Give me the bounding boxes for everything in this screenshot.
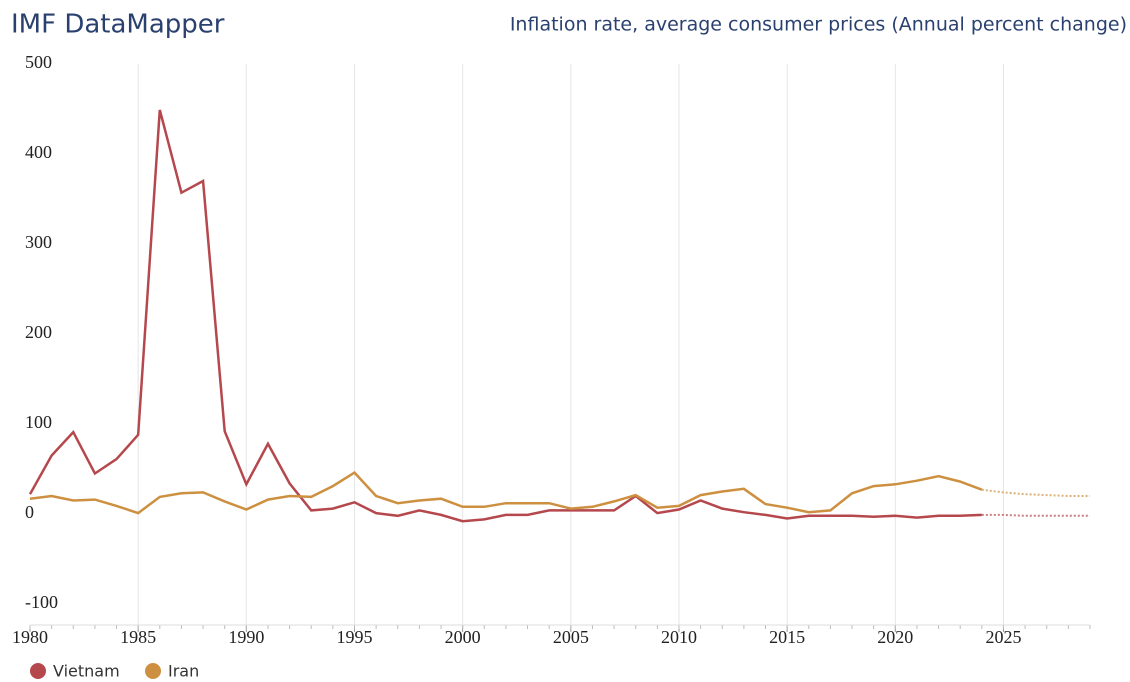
y-tick-label: -100 (25, 592, 58, 612)
series-line (28, 109, 982, 523)
x-tick-label: 2005 (553, 627, 589, 647)
legend-label: Vietnam (53, 662, 120, 681)
projection-line (981, 488, 1090, 497)
x-tick-label: 1995 (336, 627, 372, 647)
x-tick-label: 2025 (985, 627, 1021, 647)
x-tick-label: 2000 (445, 627, 481, 647)
x-tick-label: 1990 (228, 627, 264, 647)
y-tick-label: 500 (25, 52, 52, 72)
y-tick-label: 400 (25, 142, 52, 162)
legend-marker (30, 663, 46, 679)
y-tick-label: 200 (25, 322, 52, 342)
x-tick-label: 2015 (769, 627, 805, 647)
x-tick-label: 1980 (12, 627, 48, 647)
series-line (29, 470, 983, 515)
y-tick-label: 0 (25, 502, 34, 522)
x-tick-label: 2020 (877, 627, 913, 647)
legend-label: Iran (168, 662, 199, 681)
x-tick-label: 1985 (120, 627, 156, 647)
chart-subtitle: Inflation rate, average consumer prices … (510, 14, 1127, 36)
y-tick-label: 100 (25, 412, 52, 432)
x-tick-label: 2010 (661, 627, 697, 647)
projection-line (981, 513, 1090, 517)
chart-title: IMF DataMapper (11, 10, 225, 40)
y-tick-label: 300 (25, 232, 52, 252)
legend-marker (145, 663, 161, 679)
